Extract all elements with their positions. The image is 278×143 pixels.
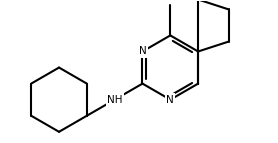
Text: NH: NH <box>107 95 122 105</box>
Text: N: N <box>139 46 146 56</box>
Text: N: N <box>167 95 174 105</box>
